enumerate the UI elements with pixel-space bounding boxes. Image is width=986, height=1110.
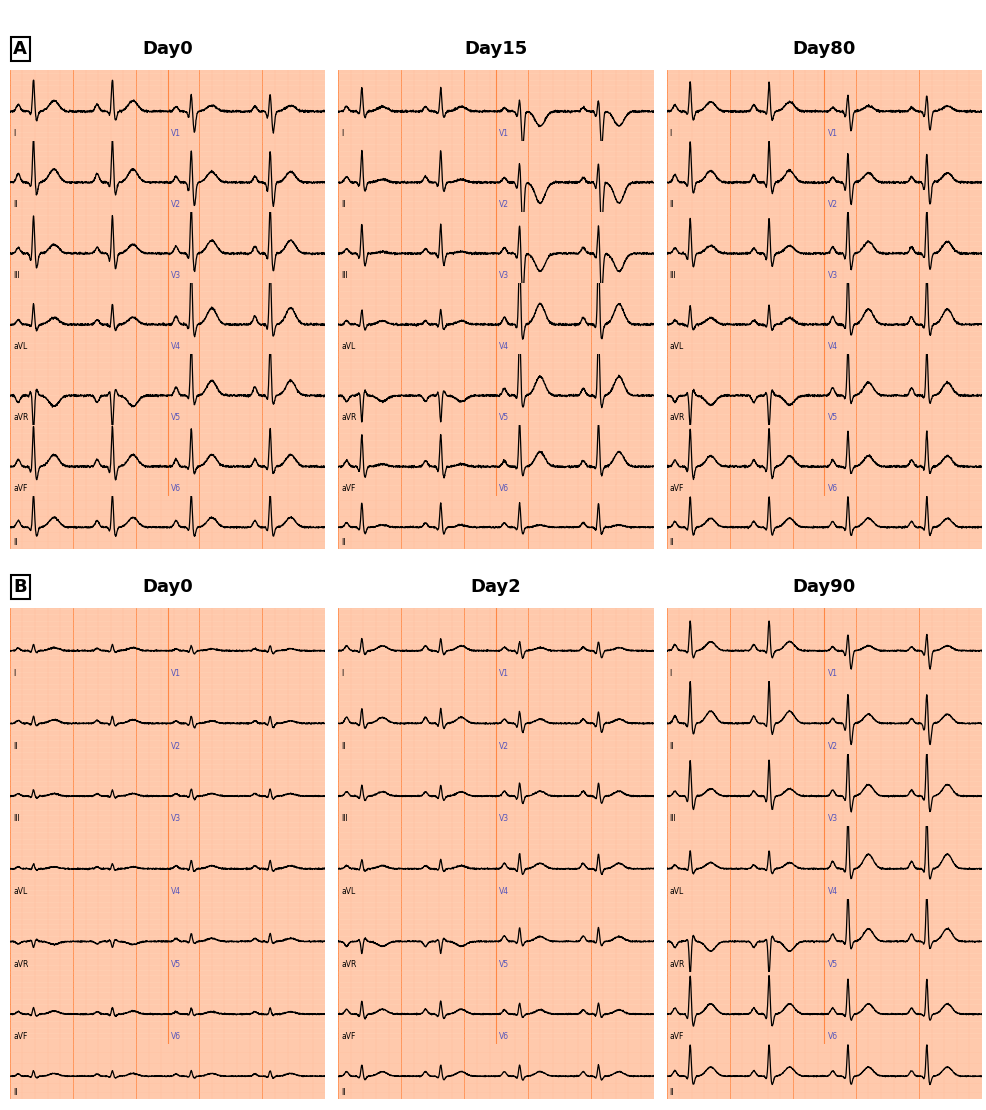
Text: V2: V2 [171, 741, 180, 750]
Text: Day80: Day80 [793, 40, 856, 58]
Text: III: III [669, 815, 676, 824]
Text: aVL: aVL [13, 342, 28, 351]
Text: V4: V4 [827, 887, 837, 896]
Text: V2: V2 [171, 200, 180, 209]
Text: V1: V1 [827, 129, 837, 138]
Text: I: I [669, 129, 671, 138]
Text: aVR: aVR [341, 413, 357, 422]
Text: I: I [341, 129, 343, 138]
Text: Day0: Day0 [142, 578, 193, 596]
Text: aVR: aVR [669, 960, 685, 969]
Text: aVF: aVF [341, 484, 356, 493]
Text: Day90: Day90 [793, 578, 856, 596]
Text: III: III [341, 815, 348, 824]
Text: V3: V3 [171, 271, 180, 280]
Text: aVF: aVF [669, 1032, 684, 1041]
Text: V5: V5 [827, 413, 837, 422]
Text: aVR: aVR [669, 413, 685, 422]
Text: II: II [669, 200, 674, 209]
Text: V6: V6 [171, 484, 180, 493]
Text: aVL: aVL [669, 887, 684, 896]
Text: aVR: aVR [13, 960, 29, 969]
Text: II: II [13, 538, 18, 547]
Text: III: III [341, 271, 348, 280]
Text: V1: V1 [171, 129, 180, 138]
Text: V2: V2 [499, 200, 509, 209]
Text: V3: V3 [171, 815, 180, 824]
Text: B: B [14, 578, 27, 596]
Text: III: III [13, 271, 20, 280]
Text: II: II [13, 741, 18, 750]
Text: V6: V6 [499, 484, 509, 493]
Text: II: II [669, 538, 674, 547]
Text: Day15: Day15 [464, 40, 528, 58]
Text: aVR: aVR [13, 413, 29, 422]
Text: aVF: aVF [341, 1032, 356, 1041]
Text: V2: V2 [827, 741, 837, 750]
Text: V5: V5 [827, 960, 837, 969]
Text: V2: V2 [827, 200, 837, 209]
Text: aVF: aVF [13, 484, 28, 493]
Text: III: III [669, 271, 676, 280]
Text: II: II [341, 200, 346, 209]
Text: V5: V5 [499, 960, 509, 969]
Text: V3: V3 [499, 815, 509, 824]
Text: III: III [13, 815, 20, 824]
Text: II: II [341, 538, 346, 547]
Text: V4: V4 [499, 887, 509, 896]
Text: aVF: aVF [13, 1032, 28, 1041]
Text: Day2: Day2 [470, 578, 522, 596]
Text: II: II [13, 1088, 18, 1097]
Text: V6: V6 [171, 1032, 180, 1041]
Text: II: II [13, 200, 18, 209]
Text: V4: V4 [827, 342, 837, 351]
Text: aVR: aVR [341, 960, 357, 969]
Text: V5: V5 [171, 413, 180, 422]
Text: V3: V3 [499, 271, 509, 280]
Text: II: II [341, 741, 346, 750]
Text: V5: V5 [171, 960, 180, 969]
Text: A: A [14, 40, 28, 58]
Text: I: I [341, 669, 343, 678]
Text: Day0: Day0 [142, 40, 193, 58]
Text: V1: V1 [171, 669, 180, 678]
Text: aVL: aVL [341, 342, 356, 351]
Text: V6: V6 [499, 1032, 509, 1041]
Text: V6: V6 [827, 1032, 837, 1041]
Text: II: II [669, 1088, 674, 1097]
Text: V5: V5 [499, 413, 509, 422]
Text: V2: V2 [499, 741, 509, 750]
Text: V3: V3 [827, 271, 837, 280]
Text: V4: V4 [499, 342, 509, 351]
Text: V1: V1 [827, 669, 837, 678]
Text: V3: V3 [827, 815, 837, 824]
Text: aVL: aVL [341, 887, 356, 896]
Text: V1: V1 [499, 129, 509, 138]
Text: I: I [13, 129, 15, 138]
Text: V4: V4 [171, 887, 180, 896]
Text: I: I [669, 669, 671, 678]
Text: V4: V4 [171, 342, 180, 351]
Text: V6: V6 [827, 484, 837, 493]
Text: I: I [13, 669, 15, 678]
Text: aVF: aVF [669, 484, 684, 493]
Text: II: II [341, 1088, 346, 1097]
Text: aVL: aVL [13, 887, 28, 896]
Text: aVL: aVL [669, 342, 684, 351]
Text: II: II [669, 741, 674, 750]
Text: V1: V1 [499, 669, 509, 678]
